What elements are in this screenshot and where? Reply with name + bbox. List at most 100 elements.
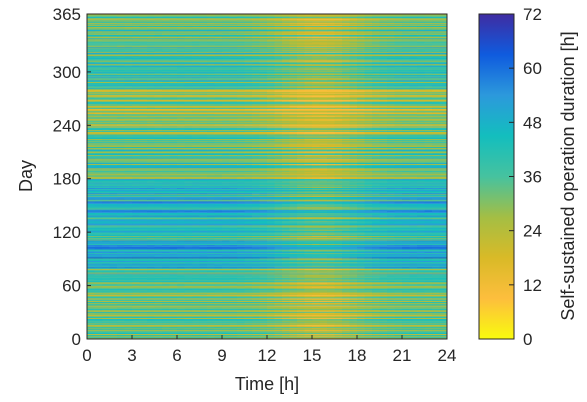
heatmap-cell (252, 304, 260, 306)
heatmap-cell (154, 298, 163, 301)
heatmap-cell (184, 311, 193, 313)
heatmap-cell (342, 314, 350, 317)
heatmap-cell (394, 306, 403, 309)
heatmap-cell (282, 308, 290, 311)
heatmap-cell (139, 314, 148, 317)
heatmap-cell (259, 307, 268, 310)
heatmap-cell (207, 333, 215, 335)
heatmap-cell (252, 305, 260, 307)
heatmap-cell (237, 302, 245, 304)
heatmap-cell (312, 313, 320, 315)
heatmap-cell (199, 325, 208, 327)
heatmap-cell (267, 329, 275, 331)
heatmap-cell (304, 315, 313, 318)
heatmap-cell (147, 309, 155, 311)
heatmap-cell (207, 306, 215, 308)
heatmap-cell (102, 333, 110, 335)
heatmap-cell (147, 305, 155, 307)
heatmap-cell (207, 316, 215, 319)
heatmap-cell (267, 330, 275, 333)
heatmap-cell (147, 306, 155, 308)
heatmap-cell (94, 323, 103, 326)
heatmap-cell (259, 332, 268, 335)
heatmap-cell (252, 329, 260, 331)
heatmap-cell (109, 305, 118, 307)
heatmap-cell (259, 328, 268, 330)
heatmap-cell (117, 314, 125, 316)
heatmap-cell (192, 330, 200, 332)
heatmap-cell (379, 334, 388, 336)
heatmap-cell (124, 317, 133, 319)
heatmap-cell (94, 334, 103, 336)
heatmap-cell (162, 330, 170, 332)
heatmap-cell (342, 304, 350, 306)
heatmap-cell (169, 327, 178, 329)
heatmap-cell (424, 324, 433, 327)
heatmap-cell (364, 317, 373, 319)
heatmap-cell (409, 330, 418, 332)
heatmap-cell (289, 335, 298, 337)
heatmap-cell (154, 320, 163, 322)
heatmap-cell (154, 322, 163, 325)
heatmap-cell (319, 300, 328, 302)
heatmap-cell (139, 307, 148, 310)
heatmap-cell (319, 336, 328, 338)
heatmap-cell (252, 319, 260, 321)
heatmap-cell (229, 314, 238, 317)
heatmap-cell (207, 303, 215, 305)
heatmap-cell (267, 304, 275, 306)
heatmap-cell (192, 310, 200, 312)
heatmap-cell (289, 318, 298, 320)
heatmap-cell (102, 336, 110, 338)
heatmap-cell (439, 322, 447, 324)
heatmap-cell (274, 327, 283, 329)
heatmap-cell (417, 302, 425, 304)
heatmap-cell (379, 300, 388, 302)
heatmap-cell (154, 318, 163, 320)
heatmap-cell (109, 336, 118, 338)
heatmap-cell (87, 333, 95, 335)
heatmap-cell (409, 329, 418, 331)
heatmap-cell (244, 308, 253, 311)
heatmap-cell (379, 328, 388, 330)
heatmap-cell (409, 321, 418, 323)
heatmap-cell (237, 308, 245, 311)
heatmap-cell (237, 310, 245, 312)
heatmap-cell (132, 326, 140, 328)
heatmap-cell (289, 329, 298, 331)
heatmap-cell (394, 303, 403, 305)
heatmap-cell (319, 320, 328, 322)
heatmap-cell (184, 315, 193, 318)
heatmap-cell (199, 318, 208, 320)
heatmap-cell (282, 325, 290, 327)
heatmap-cell (102, 323, 110, 326)
heatmap-cell (372, 316, 380, 319)
heatmap-cell (94, 307, 103, 310)
heatmap-cell (132, 319, 140, 321)
heatmap-cell (432, 336, 440, 338)
heatmap-cell (372, 303, 380, 305)
heatmap-cell (334, 306, 343, 309)
heatmap-cell (364, 302, 373, 304)
heatmap-cell (244, 300, 253, 302)
heatmap-cell (274, 308, 283, 311)
heatmap-cell (177, 322, 185, 324)
heatmap-cell (177, 336, 185, 338)
heatmap-cell (162, 335, 170, 337)
heatmap-cell (259, 303, 268, 305)
heatmap-cell (349, 302, 358, 304)
heatmap-cell (387, 306, 395, 308)
heatmap-cell (229, 328, 238, 330)
heatmap-cell (334, 319, 343, 321)
heatmap-cell (357, 306, 365, 308)
heatmap-cell (117, 311, 125, 313)
heatmap-cell (169, 324, 178, 327)
heatmap-cell (259, 331, 268, 334)
heatmap-cell (184, 317, 193, 319)
heatmap-cell (297, 322, 305, 324)
heatmap-cell (237, 336, 245, 338)
heatmap-cell (222, 323, 230, 326)
heatmap-cell (349, 337, 358, 339)
heatmap-cell (177, 332, 185, 335)
heatmap-cell (327, 329, 335, 331)
